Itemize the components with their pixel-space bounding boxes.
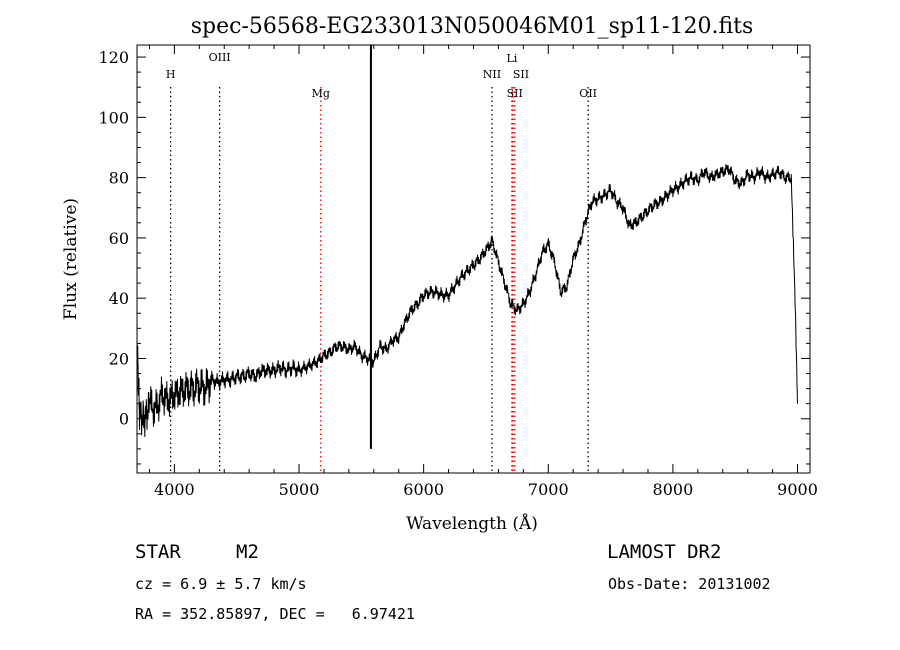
spectral-line-label: SII xyxy=(513,68,529,81)
x-tick-label: 9000 xyxy=(777,480,818,499)
y-tick-label: 40 xyxy=(109,289,129,308)
x-tick-label: 4000 xyxy=(154,480,195,499)
y-tick-label: 100 xyxy=(98,108,129,127)
survey-name: LAMOST DR2 xyxy=(607,541,722,563)
spectral-line-label: Li xyxy=(506,52,517,65)
x-axis-ticks: 4000 5000 6000 7000 8000 9000 xyxy=(148,45,818,499)
ra-dec: RA = 352.85897, DEC = 6.97421 xyxy=(135,605,415,623)
x-tick-label: 7000 xyxy=(528,480,569,499)
spectral-line-label: OII xyxy=(579,87,597,100)
spectral-line-label: OIII xyxy=(209,51,231,64)
spectral-line-label: Mg xyxy=(312,87,330,100)
y-axis-label: Flux (relative) xyxy=(61,198,81,320)
x-tick-label: 5000 xyxy=(279,480,320,499)
chart-title: spec-56568-EG233013N050046M01_sp11-120.f… xyxy=(191,14,754,39)
redshift-cz: cz = 6.9 ± 5.7 km/s xyxy=(135,575,307,593)
spectrum-series xyxy=(136,164,798,438)
y-tick-label: 120 xyxy=(98,48,129,67)
plot-frame xyxy=(136,44,811,474)
x-tick-label: 6000 xyxy=(403,480,444,499)
y-tick-label: 80 xyxy=(109,169,129,188)
x-tick-label: 8000 xyxy=(653,480,694,499)
spectral-line-label: H xyxy=(166,68,176,81)
object-subclass: M2 xyxy=(236,541,259,563)
observation-date: Obs-Date: 20131002 xyxy=(608,575,771,593)
y-axis-ticks: 0 20 40 60 80 100 120 xyxy=(98,48,810,465)
spectrum-line xyxy=(136,164,798,438)
spectral-line-label: SII xyxy=(507,87,523,100)
spectral-line-label: NII xyxy=(483,68,501,81)
y-tick-label: 0 xyxy=(119,410,129,429)
object-class: STAR xyxy=(135,541,181,563)
spectral-line-markers: H OIII Mg NII Li SII SII OII xyxy=(166,45,597,473)
y-tick-label: 20 xyxy=(109,349,129,368)
x-axis-label: Wavelength (Å) xyxy=(406,513,538,534)
y-tick-label: 60 xyxy=(109,229,129,248)
